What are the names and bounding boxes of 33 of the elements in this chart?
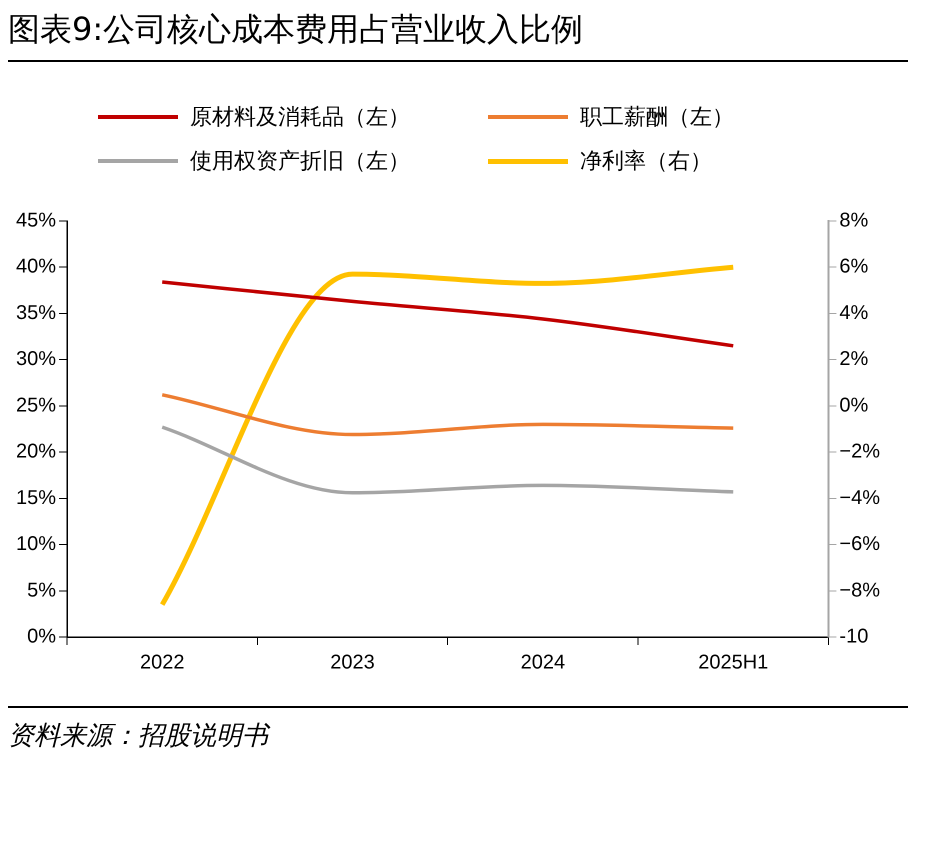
y2-tick-label: -10 bbox=[839, 626, 868, 648]
x-tick-label: 2022 bbox=[140, 652, 184, 674]
y2-tick-label: 6% bbox=[839, 256, 869, 278]
y2-tick-label: 8% bbox=[839, 210, 869, 232]
y2-tick-label: −8% bbox=[839, 579, 880, 602]
y2-tick-label: −2% bbox=[839, 440, 880, 463]
x-tick-label: 2023 bbox=[330, 652, 375, 674]
x-tick-label: 2025H1 bbox=[698, 652, 768, 674]
legend-label: 原材料及消耗品（左） bbox=[190, 104, 410, 132]
line-series bbox=[160, 425, 735, 495]
y-tick-label: 5% bbox=[27, 579, 56, 602]
legend-label: 职工薪酬（左） bbox=[580, 104, 734, 132]
legend-label: 使用权资产折旧（左） bbox=[190, 148, 410, 176]
y2-tick-label: 0% bbox=[839, 394, 869, 416]
y-tick-label: 35% bbox=[16, 302, 56, 324]
x-tick-label: 2024 bbox=[520, 652, 566, 674]
y-tick-label: 45% bbox=[16, 210, 56, 232]
chart-title: 图表9:公司核心成本费用占营业收入比例 bbox=[8, 8, 908, 62]
y-tick-label: 10% bbox=[16, 533, 56, 556]
y-tick-label: 30% bbox=[16, 348, 56, 370]
y-tick-label: 40% bbox=[16, 256, 56, 278]
legend-label: 净利率（右） bbox=[580, 148, 712, 176]
line-series bbox=[160, 280, 735, 348]
y2-tick-label: −4% bbox=[839, 486, 880, 509]
y2-tick-label: 2% bbox=[839, 348, 869, 370]
y-tick-label: 20% bbox=[16, 440, 56, 463]
text: 资料来源：招股说明书 bbox=[8, 720, 272, 753]
y2-tick-label: −6% bbox=[839, 533, 880, 556]
y-tick-label: 0% bbox=[27, 626, 56, 648]
line-series bbox=[160, 393, 735, 436]
y-tick-label: 15% bbox=[16, 486, 56, 509]
y-tick-label: 25% bbox=[16, 394, 56, 416]
y2-tick-label: 4% bbox=[839, 302, 869, 324]
